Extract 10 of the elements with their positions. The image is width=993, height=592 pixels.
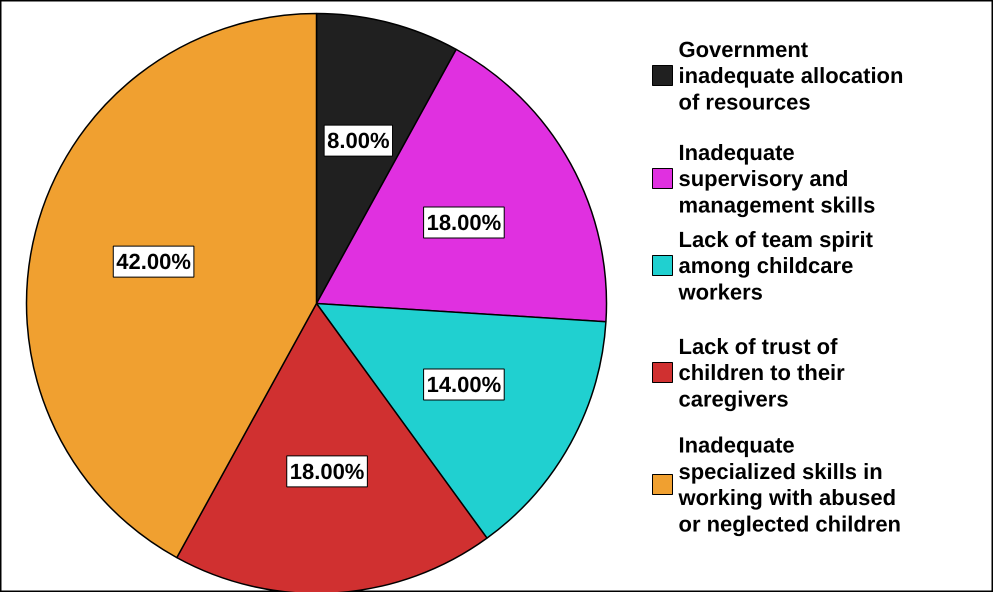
legend-label: Lack of team spirit among childcare workers (678, 226, 874, 304)
legend-label: Government inadequate allocation of resources (678, 36, 904, 114)
legend-label: Inadequate specialized skills in working with abused or neglected children (678, 432, 901, 536)
data-label: 42.00% (116, 249, 191, 274)
data-label: 8.00% (327, 128, 390, 154)
legend-label: Lack of trust of children to their caregivers (678, 334, 846, 412)
legend-label: Inadequate supervisory and management skills (678, 140, 876, 218)
data-label: 14.00% (426, 372, 502, 398)
data-label: 18.00% (426, 210, 502, 235)
data-label: 18.00% (290, 458, 364, 484)
